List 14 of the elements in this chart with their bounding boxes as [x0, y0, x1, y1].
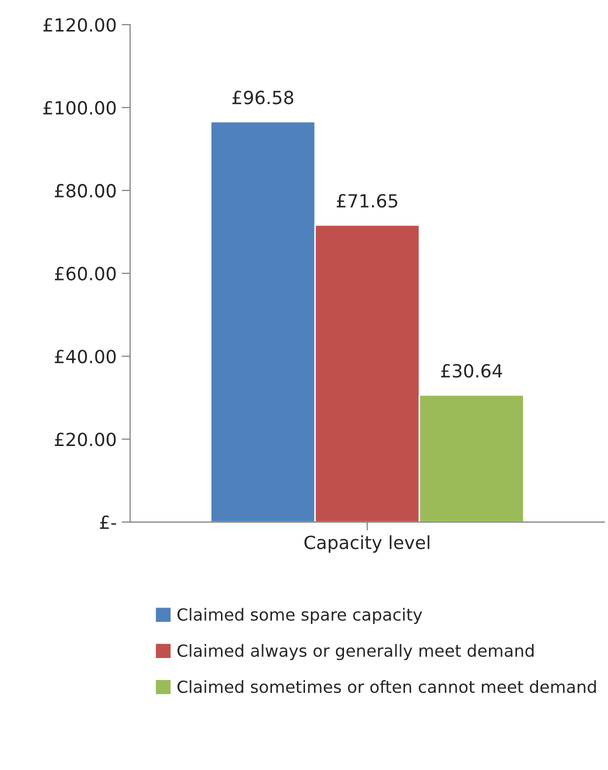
y-tick-label: £60.00 [54, 266, 116, 280]
legend-label: Claimed some spare capacity [178, 608, 422, 624]
y-tick-label: £100.00 [43, 101, 116, 115]
data-label: £30.64 [441, 364, 502, 378]
y-tick-label: £120.00 [43, 18, 116, 32]
legend-label: Claimed always or generally meet demand [178, 644, 534, 660]
x-tick-label: Capacity level [304, 535, 430, 553]
y-tick-label: £- [100, 516, 116, 529]
y-tick-label: £40.00 [54, 350, 116, 364]
y-tick-label: £80.00 [54, 184, 116, 198]
legend-label: Claimed sometimes or often cannot meet demand [178, 680, 596, 694]
y-tick-label: £20.00 [54, 432, 116, 446]
data-label: £71.65 [336, 194, 398, 208]
data-label: £96.58 [232, 90, 294, 104]
